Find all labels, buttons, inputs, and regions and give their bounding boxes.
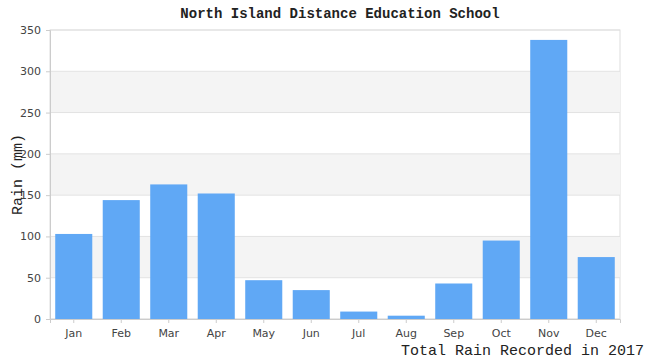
x-tick-mark [453, 319, 454, 323]
bars [55, 40, 615, 319]
bar [293, 290, 330, 319]
x-tick-mark [73, 319, 74, 323]
y-axis-title: Rain (mm) [10, 134, 27, 215]
bar [340, 312, 377, 319]
x-tick: Dec [586, 319, 607, 340]
x-tick: Jan [64, 319, 82, 340]
x-tick: Feb [112, 319, 131, 340]
x-tick-label: Dec [586, 327, 607, 340]
x-tick: Jul [351, 319, 365, 340]
bar [483, 241, 520, 319]
x-tick-mark [596, 319, 597, 323]
x-tick-mark [168, 319, 169, 323]
x-tick: Nov [538, 319, 560, 340]
y-tick: 100 [20, 230, 50, 243]
x-tick-label: Jan [64, 327, 82, 340]
y-tick: 50 [27, 272, 50, 285]
x-tick: Mar [158, 319, 179, 340]
y-tick: 350 [20, 24, 50, 37]
x-tick-label: Oct [492, 327, 512, 340]
bar [578, 257, 615, 319]
x-tick: Sep [443, 319, 464, 340]
x-tick-label: Apr [207, 327, 227, 340]
y-tick-mark [46, 30, 50, 31]
y-tick-mark [46, 154, 50, 155]
y-tick: 250 [20, 107, 50, 120]
bar [103, 200, 140, 319]
x-tick: Jun [302, 319, 320, 340]
y-tick-label: 50 [27, 272, 41, 285]
x-tick-mark [406, 319, 407, 323]
y-tick-label: 100 [20, 230, 41, 243]
bar [435, 283, 472, 319]
x-tick-label: Aug [396, 327, 417, 340]
x-tick-label: Jul [351, 327, 365, 340]
chart: 050100150200250300350JanFebMarAprMayJunJ… [0, 0, 650, 360]
y-tick-mark [46, 71, 50, 72]
y-tick-mark [46, 195, 50, 196]
y-tick: 300 [20, 65, 50, 78]
grid [50, 30, 620, 319]
x-tick-label: Mar [158, 327, 179, 340]
y-tick-label: 300 [20, 65, 41, 78]
bar [55, 234, 92, 319]
title: North Island Distance Education School [180, 6, 499, 22]
x-tick-mark [121, 319, 122, 323]
bar [198, 193, 235, 319]
x-tick-mark [358, 319, 359, 323]
y-tick-mark [46, 113, 50, 114]
bar [245, 280, 282, 319]
x-axis-title: Total Rain Recorded in 2017 [401, 343, 644, 360]
bar [388, 316, 425, 319]
x-tick-label: May [252, 327, 275, 340]
y-tick-mark [46, 319, 50, 320]
y-axis-line [46, 31, 51, 320]
plot-frame [50, 30, 620, 319]
y-tick-label: 250 [20, 107, 41, 120]
x-tick: Oct [492, 319, 512, 340]
y-tick-mark [46, 278, 50, 279]
x-tick: Aug [396, 319, 417, 340]
x-tick-mark [216, 319, 217, 323]
x-tick-label: Jun [302, 327, 320, 340]
y-tick-label: 350 [20, 24, 41, 37]
y-tick-mark [46, 236, 50, 237]
x-tick: Apr [207, 319, 227, 340]
x-tick: May [252, 319, 275, 340]
x-tick-label: Feb [112, 327, 131, 340]
x-axis: Jan Feb Mar Apr May Jun Jul Aug Sep Oct Nov Dec [51, 319, 621, 340]
y-tick-label: 0 [34, 313, 41, 326]
y-tick: 0 [34, 313, 50, 326]
bar [150, 184, 187, 319]
x-tick-mark [548, 319, 549, 323]
x-tick-mark [263, 319, 264, 323]
bar [530, 40, 567, 319]
x-axis-line [51, 320, 621, 324]
x-tick-mark [311, 319, 312, 323]
grid-line [50, 30, 620, 31]
x-tick-label: Sep [443, 327, 464, 340]
x-tick-mark [501, 319, 502, 323]
x-tick-label: Nov [538, 327, 560, 340]
